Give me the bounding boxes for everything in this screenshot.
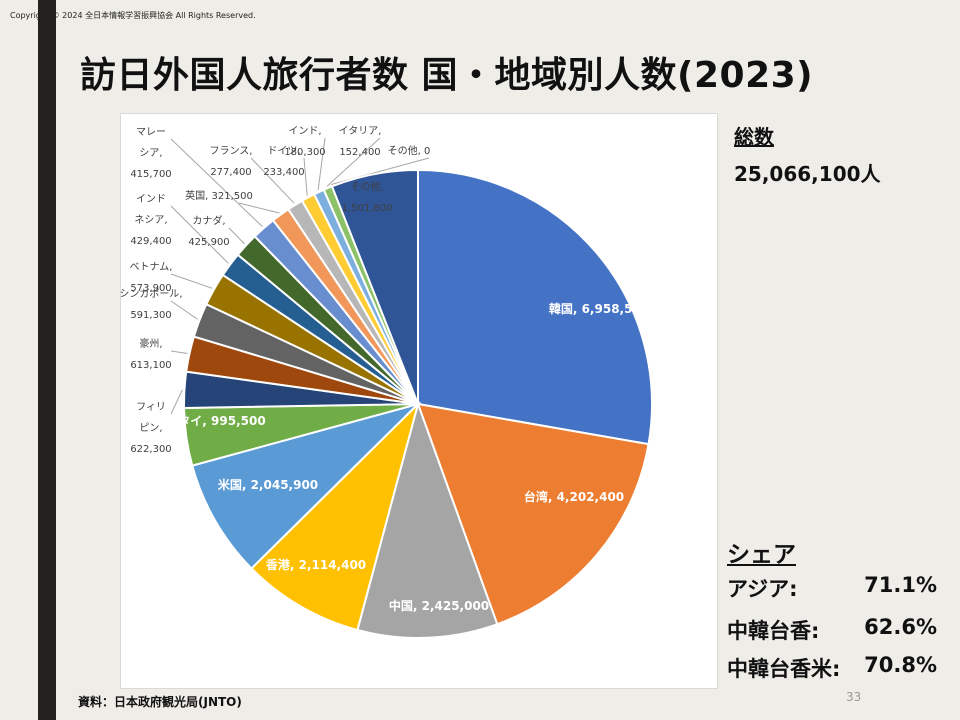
share-value: 71.1% <box>864 573 937 597</box>
leader-line <box>238 202 280 214</box>
slice-label: シンガポール, 591,300 <box>121 288 183 321</box>
leader-line <box>303 157 308 196</box>
slice-label: カナダ, 425,900 <box>188 214 229 248</box>
pie-slice <box>191 402 422 570</box>
pie-slice <box>416 402 650 626</box>
slice-label: ベトナム, 573,900 <box>130 261 173 294</box>
leader-line <box>250 157 295 204</box>
slice-label: ドイツ, 233,400 <box>263 146 304 178</box>
share-row-cktx: 中韓台香: 62.6% <box>727 615 937 645</box>
slice-label: 英国, 321,500 <box>185 189 253 202</box>
share-heading: シェア <box>727 542 796 568</box>
slice-label: 韓国, 6,958,500 <box>549 301 649 316</box>
share-row-cktxu: 中韓台香米: 70.8% <box>727 653 937 683</box>
page-number: 33 <box>846 690 862 704</box>
leader-line <box>170 273 213 289</box>
pie-chart-panel: 韓国, 6,958,500 台湾, 4,202,400 中国, 2,425,000 香… <box>120 113 718 689</box>
leader-line <box>317 137 326 191</box>
slice-label: 米国, 2,045,900 <box>218 477 318 492</box>
slice-label: フィリピン, 622,300 <box>130 402 171 455</box>
slice-label: 中国, 2,425,000 <box>389 598 489 613</box>
leader-line <box>170 389 183 415</box>
leader-line <box>170 205 229 264</box>
share-row-asia: アジア: 71.1% <box>727 573 937 603</box>
total-value: 25,066,100人 <box>734 162 881 186</box>
pie-slice <box>417 168 653 446</box>
share-value: 62.6% <box>864 615 937 639</box>
share-label: 中韓台香: <box>727 619 820 643</box>
slice-label: 台湾, 4,202,400 <box>524 489 624 504</box>
leader-line <box>228 227 245 245</box>
left-accent-bar <box>38 0 56 720</box>
pie-slice <box>356 400 499 639</box>
slice-label: イタリア, 152,400 <box>339 125 382 158</box>
leader-line <box>170 300 198 320</box>
leader-line <box>326 137 381 187</box>
slice-label: その他, 1,501,800 <box>342 180 393 214</box>
leader-line <box>170 350 188 354</box>
slice-label: インド, 180,300 <box>284 126 325 158</box>
slice-label: マレーシア, 415,700 <box>130 127 171 180</box>
pie-chart: 韓国, 6,958,500 台湾, 4,202,400 中国, 2,425,000 香… <box>121 125 653 639</box>
slice-label: 豪州, 613,100 <box>130 337 171 371</box>
source-note: 資料：日本政府観光局(JNTO) <box>78 695 242 709</box>
slice-label: フランス, 277,400 <box>210 145 253 178</box>
slice-label: その他, 0 <box>388 144 431 157</box>
slide-title: 訪日外国人旅行者数 国・地域別人数(2023) <box>80 55 814 96</box>
pie-slice <box>250 400 420 632</box>
slice-label: インドネシア, 429,400 <box>130 194 171 247</box>
share-label: アジア: <box>727 577 798 601</box>
leader-line <box>170 138 263 227</box>
slice-label: 香港, 2,114,400 <box>265 557 366 572</box>
total-heading: 総数 <box>734 125 774 149</box>
share-label: 中韓台香米: <box>727 657 841 681</box>
copyright-text: Copyright © 2024 全日本情報学習振興協会 All Rights … <box>10 11 256 20</box>
share-value: 70.8% <box>864 653 937 677</box>
pie-slice <box>330 168 419 405</box>
slice-label: タイ, 995,500 <box>178 414 265 428</box>
